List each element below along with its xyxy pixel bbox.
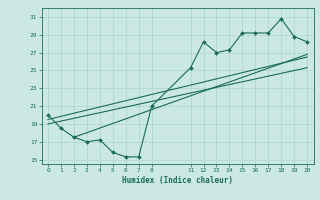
X-axis label: Humidex (Indice chaleur): Humidex (Indice chaleur) [122, 176, 233, 185]
